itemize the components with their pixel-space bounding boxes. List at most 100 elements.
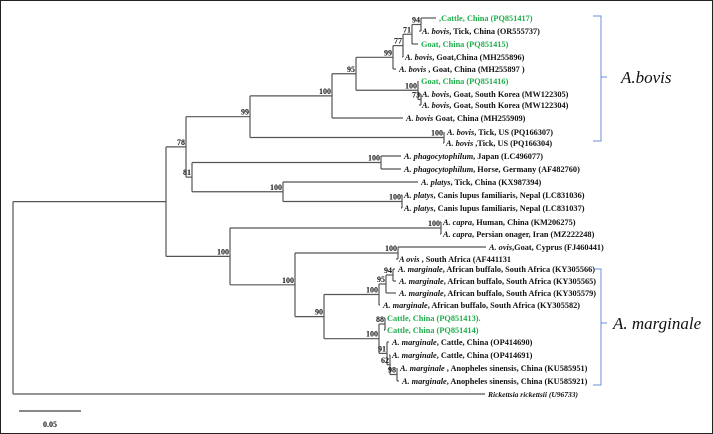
taxon-label: A. bovis, Tick, China (OR555737) (421, 27, 540, 36)
bootstrap-value: 91 (378, 344, 386, 353)
taxon-details: Goat, China (MH255909) (433, 114, 525, 123)
bootstrap-value: 100 (319, 87, 331, 96)
taxon-details: ,Cattle, China (PQ851417) (439, 14, 533, 23)
species-name: A. bovis (398, 65, 426, 74)
taxon-label: A. platys, Canis lupus familiaris, Nepal… (403, 204, 585, 213)
scale-bar-label: 0.05 (43, 420, 57, 429)
species-name: A. marginale (398, 277, 444, 286)
taxon-details: , Tick, China (KX987394) (451, 178, 542, 187)
taxon-label: A. platys, Tick, China (KX987394) (420, 178, 541, 187)
leaf-labels: ,Cattle, China (PQ851417)A. bovis, Tick,… (382, 14, 604, 399)
taxon-details: , Cattle, China (OP414691) (437, 351, 533, 360)
taxon-details: , Goat, South Korea (MW122305) (449, 90, 568, 99)
bootstrap-value: 100 (366, 286, 378, 295)
taxon-details: , Horse, Germany (AF482760) (473, 165, 580, 174)
clade-label-bovis: A.bovis (620, 68, 672, 87)
taxon-label: A. marginale , Anopheles sinensis, China… (399, 364, 588, 373)
species-name: A. platys (420, 178, 451, 187)
taxon-label: Goat, China (PQ851416) (421, 77, 509, 86)
species-name: A. marginale (399, 364, 445, 373)
taxon-label: A. marginale, Anopheles sinensis, China … (401, 377, 588, 386)
bootstrap-value: 78 (177, 138, 185, 147)
species-name: Rickettsia rickettsii (U96733) (487, 390, 578, 399)
species-name: A. bovis (404, 53, 432, 62)
bootstrap-value: 100 (282, 276, 294, 285)
taxon-details: , Goat, South Korea (MW122304) (449, 101, 568, 110)
taxon-label: Cattle, China (PQ851414) (387, 326, 479, 335)
taxon-details: Cattle, China (PQ851414) (387, 326, 479, 335)
bootstrap-value: 100 (428, 219, 440, 228)
species-name: A. marginale (382, 301, 428, 310)
taxon-label: A. capra, Persian onager, Iran (MZ222248… (442, 230, 595, 239)
bootstrap-value: 100 (405, 81, 417, 90)
species-name: A. bovis (446, 128, 474, 137)
taxon-label: A. marginale, African buffalo, South Afr… (397, 265, 595, 274)
taxon-label: A. phagocytophilum, Horse, Germany (AF48… (403, 165, 580, 174)
bootstrap-value: 99 (241, 108, 249, 117)
bootstrap-value: 100 (389, 193, 401, 202)
bootstrap-value: 100 (385, 244, 397, 253)
taxon-details: , Anopheles sinensis, China (KU585921) (447, 377, 588, 386)
taxon-details: , African buffalo, South Africa (KY30556… (443, 265, 596, 274)
bootstrap-values: 9471779973100951001009910010010081781001… (177, 16, 443, 375)
clade-label-marginale: A. marginale (612, 314, 702, 333)
bootstrap-value: 90 (315, 308, 323, 317)
bootstrap-value: 95 (377, 275, 385, 284)
taxon-label: A. ovis,Goat, Cyprus (FJ460441) (488, 243, 604, 252)
taxon-label: A. bovis, Goat,China (MH255896) (404, 53, 525, 62)
species-name: A. platys (403, 191, 434, 200)
taxon-details: , Human, China (KM206275) (472, 218, 576, 227)
taxon-details: , Cattle, China (OP414690) (437, 338, 533, 347)
bootstrap-value: 81 (183, 168, 191, 177)
bootstrap-value: 100 (217, 247, 229, 256)
bootstrap-value: 99 (384, 48, 392, 57)
taxon-label: A. bovis , Goat, China (MH255897 ) (398, 65, 525, 74)
bootstrap-value: 88 (376, 315, 384, 324)
species-name: A. ovis (488, 243, 512, 252)
taxon-details: , African buffalo, South Africa (KY30558… (428, 301, 581, 310)
taxon-label: A. bovis, Goat, South Korea (MW122304) (421, 101, 569, 110)
bootstrap-value: 73 (412, 91, 420, 100)
taxon-label: A. bovis ,Tick, US (PQ166304) (445, 139, 552, 148)
taxon-details: , Anopheles sinensis, China (KU585951) (445, 364, 588, 373)
bootstrap-value: 98 (388, 366, 396, 375)
taxon-details: , Tick, US (PQ166307) (474, 128, 553, 137)
bootstrap-value: 100 (270, 183, 282, 192)
taxon-label: Rickettsia rickettsii (U96733) (487, 390, 578, 399)
taxon-details: , Canis lupus familiaris, Nepal (LC83103… (434, 191, 585, 200)
taxon-label: A. marginale, Cattle, China (OP414691) (391, 351, 533, 360)
taxon-details: , Canis lupus familiaris, Nepal (LC83103… (434, 204, 585, 213)
species-name: A. phagocytophilum (403, 152, 474, 161)
taxon-details: ,Goat, Cyprus (FJ460441) (512, 243, 604, 252)
bootstrap-value: 71 (403, 25, 411, 34)
species-name: A. marginale (391, 338, 437, 347)
bootstrap-value: 100 (368, 154, 380, 163)
taxon-label: A. marginale, African buffalo, South Afr… (398, 277, 596, 286)
taxon-details: , African buffalo, South Africa (KY30557… (444, 289, 597, 298)
taxon-label: ,Cattle, China (PQ851417) (439, 14, 533, 23)
taxon-label: Goat, China (PQ851415) (421, 40, 509, 49)
bootstrap-value: 95 (347, 65, 355, 74)
species-name: A. capra (442, 230, 472, 239)
taxon-label: A. marginale, African buffalo, South Afr… (382, 301, 580, 310)
taxon-details: Goat, China (PQ851416) (421, 77, 509, 86)
taxon-label: Cattle, China (PQ851413). (387, 314, 481, 323)
taxon-details: , Goat,China (MH255896) (432, 53, 524, 62)
taxon-label: A. bovis, Tick, US (PQ166307) (446, 128, 553, 137)
taxon-label: A. capra, Human, China (KM206275) (442, 218, 576, 227)
clade-bracket-bovis (593, 15, 607, 142)
taxon-details: , South Africa (AF441131 (420, 255, 512, 264)
clade-bracket-marginale (593, 268, 607, 386)
taxon-label: A. bovis, Goat, South Korea (MW122305) (421, 90, 569, 99)
species-name: A. bovis (421, 27, 449, 36)
taxon-label: A ovis , South Africa (AF441131 (398, 255, 511, 264)
bootstrap-value: 77 (394, 37, 402, 46)
taxon-details: , Goat, China (MH255897 ) (426, 65, 525, 74)
species-name: A. marginale (398, 289, 444, 298)
taxon-label: A. bovis Goat, China (MH255909) (405, 114, 526, 123)
species-name: A. bovis (421, 101, 449, 110)
taxon-label: A. phagocytophilum, Japan (LC496077) (403, 152, 543, 161)
species-name: A. marginale (401, 377, 447, 386)
